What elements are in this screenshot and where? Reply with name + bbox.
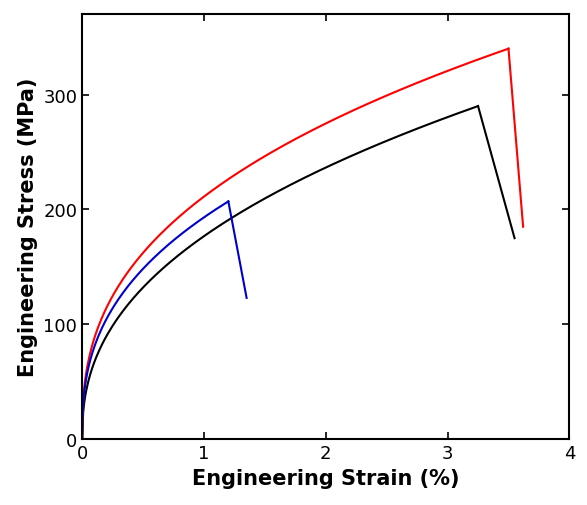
X-axis label: Engineering Strain (%): Engineering Strain (%) [192,468,460,488]
Y-axis label: Engineering Stress (MPa): Engineering Stress (MPa) [18,78,38,377]
